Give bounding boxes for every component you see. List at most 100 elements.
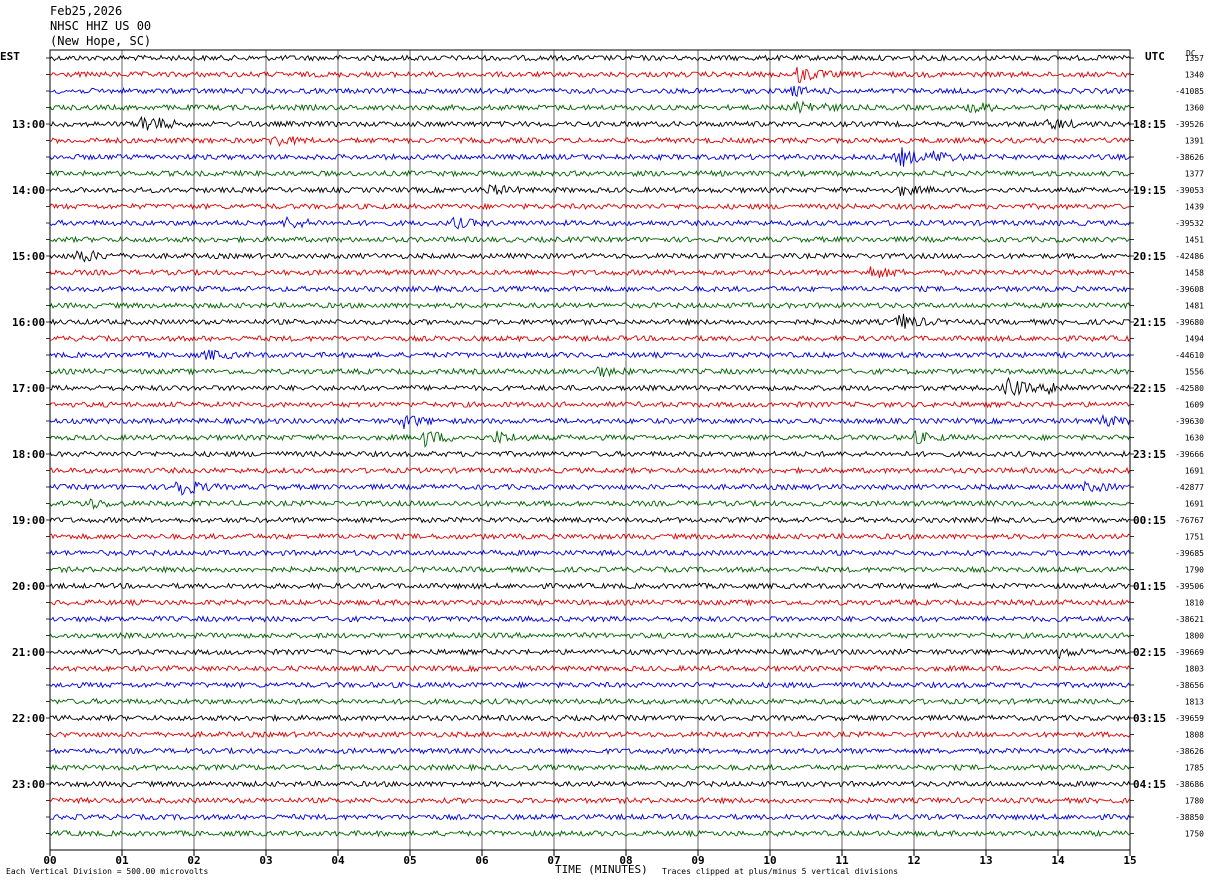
date-label: Feb25,2026	[50, 4, 123, 18]
trace-row	[49, 184, 1131, 197]
dc-offset-label: -38656	[1175, 681, 1204, 690]
x-tick-label: 08	[619, 854, 632, 867]
right-hour-label: 22:15	[1133, 382, 1166, 395]
dc-offset-label: -41085	[1175, 87, 1204, 96]
right-hour-label: 20:15	[1133, 250, 1166, 263]
x-tick-label: 15	[1123, 854, 1136, 867]
trace-row	[49, 829, 1131, 838]
dc-offset-label: 1810	[1185, 599, 1204, 608]
dc-offset-label: 1780	[1185, 797, 1204, 806]
x-tick-label: 00	[43, 854, 56, 867]
x-tick-label: 09	[691, 854, 704, 867]
dc-offset-label: -38686	[1175, 780, 1204, 789]
clip-note: Traces clipped at plus/minus 5 vertical …	[662, 867, 899, 876]
left-hour-label: 14:00	[12, 184, 45, 197]
x-tick-label: 03	[259, 854, 272, 867]
x-tick-label: 05	[403, 854, 416, 867]
dc-offset-label: 1630	[1185, 434, 1204, 443]
x-tick-label: 11	[835, 854, 849, 867]
dc-offset-label: 1800	[1185, 632, 1204, 641]
dc-offset-label: 1751	[1185, 533, 1204, 542]
dc-offset-label: -39630	[1175, 417, 1204, 426]
trace-row	[49, 376, 1131, 397]
trace-row	[49, 480, 1131, 496]
dc-offset-label: 1391	[1185, 137, 1204, 146]
trace-row	[50, 598, 1131, 607]
dc-offset-label: -44610	[1175, 351, 1204, 360]
dc-offset-label: -38626	[1175, 153, 1204, 162]
dc-offset-label: -39526	[1175, 120, 1204, 129]
right-hour-label: 00:15	[1133, 514, 1166, 527]
dc-offset-label: -39680	[1175, 318, 1204, 327]
dc-offset-label: 1377	[1185, 170, 1204, 179]
dc-offset-label: -39685	[1175, 549, 1204, 558]
dc-offset-label: 1458	[1185, 269, 1204, 278]
trace-row	[49, 53, 1131, 62]
trace-row	[49, 216, 1131, 230]
x-tick-label: 04	[331, 854, 345, 867]
trace-row	[49, 681, 1131, 689]
x-tick-label: 02	[187, 854, 200, 867]
left-hour-label: 20:00	[12, 580, 45, 593]
trace-row	[49, 565, 1131, 574]
trace-row	[49, 136, 1131, 147]
x-tick-label: 13	[979, 854, 992, 867]
location-label: (New Hope, SC)	[50, 34, 152, 48]
dc-offset-label: 1691	[1185, 500, 1204, 509]
dc-offset-label: -39053	[1175, 186, 1204, 195]
right-hour-label: 19:15	[1133, 184, 1166, 197]
trace-row	[49, 284, 1131, 294]
dc-offset-label: 1609	[1185, 401, 1204, 410]
x-tick-label: 14	[1051, 854, 1065, 867]
trace-row	[49, 147, 1131, 167]
dc-offset-label: -38850	[1175, 813, 1204, 822]
left-hour-label: 23:00	[12, 778, 45, 791]
dc-offset-label: -39532	[1175, 219, 1204, 228]
trace-row	[49, 366, 1131, 378]
dc-offset-label: 1494	[1185, 335, 1204, 344]
trace-row	[49, 413, 1131, 430]
trace-row	[49, 400, 1131, 409]
trace-row	[49, 466, 1131, 475]
left-hour-label: 22:00	[12, 712, 45, 725]
scale-note: Each Vertical Division = 500.00 microvol…	[6, 867, 209, 876]
dc-offset-label: -39608	[1175, 285, 1204, 294]
dc-offset-label: -39506	[1175, 582, 1204, 591]
trace-row	[49, 266, 1131, 278]
dc-offset-label: 1357	[1185, 54, 1204, 63]
dc-offset-label: 1803	[1185, 665, 1204, 674]
trace-row	[49, 615, 1131, 623]
trace-row	[49, 763, 1131, 772]
trace-row	[49, 334, 1131, 343]
dc-offset-label: 1790	[1185, 566, 1204, 575]
dc-offset-label: 1808	[1185, 731, 1204, 740]
dc-offset-label: 1360	[1185, 104, 1204, 113]
trace-row	[49, 100, 1131, 115]
trace-row	[49, 582, 1131, 591]
right-hour-label: 03:15	[1133, 712, 1166, 725]
trace-row	[49, 796, 1131, 805]
trace-row	[49, 249, 1131, 263]
x-tick-label: 01	[115, 854, 129, 867]
dc-offset-label: 1439	[1185, 203, 1204, 212]
trace-row	[49, 647, 1131, 660]
left-hour-label: 17:00	[12, 382, 45, 395]
left-hour-label: 16:00	[12, 316, 45, 329]
trace-row	[49, 301, 1131, 310]
right-hour-label: 21:15	[1133, 316, 1166, 329]
dc-offset-label: 1785	[1185, 764, 1204, 773]
dc-offset-label: -76767	[1175, 516, 1204, 525]
trace-row	[49, 813, 1131, 821]
dc-offset-label: 1340	[1185, 71, 1204, 80]
dc-offset-label: -42486	[1175, 252, 1204, 261]
trace-row	[49, 631, 1131, 640]
plot-frame	[49, 49, 1131, 851]
trace-row	[49, 498, 1131, 511]
trace-row	[49, 532, 1131, 541]
trace-row	[49, 115, 1131, 131]
x-tick-label: 12	[907, 854, 920, 867]
trace-row	[49, 713, 1131, 723]
dc-offset-label: -42877	[1175, 483, 1204, 492]
station-label: NHSC HHZ US 00	[50, 19, 152, 33]
dc-offset-label: -42580	[1175, 384, 1204, 393]
